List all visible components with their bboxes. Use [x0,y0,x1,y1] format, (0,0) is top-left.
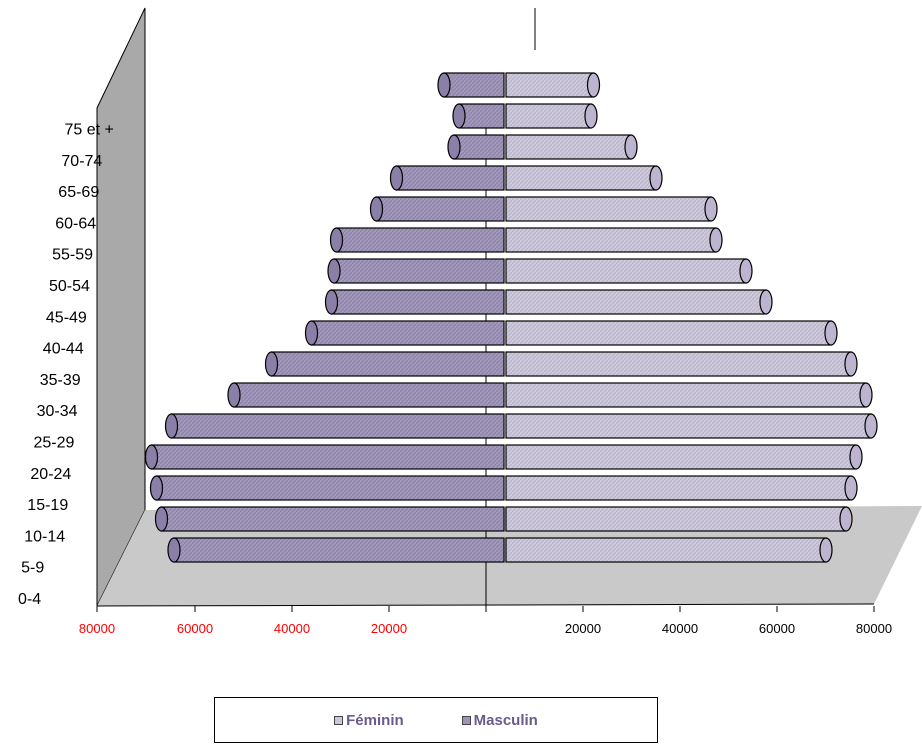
bar-feminin-75-et-+ [505,72,601,98]
bar-masculin-15-19 [144,444,505,470]
bar-feminin-30-34 [505,351,858,377]
bar-feminin-10-14 [505,475,858,501]
x-tick-label-right: 60000 [759,621,795,636]
bar-masculin-20-24 [164,413,505,439]
bar-masculin-5-9 [154,506,505,532]
x-tick-label-left: 80000 [79,621,115,636]
bar-masculin-10-14 [149,475,505,501]
age-label: 45-49 [46,309,87,326]
feminin-bars [505,72,878,563]
bar-feminin-45-49 [505,258,753,284]
masculin-bars [144,72,505,563]
bar-feminin-15-19 [505,444,863,470]
age-label: 60-64 [55,215,96,232]
bar-feminin-40-44 [505,289,773,315]
x-tick-label-left: 40000 [274,621,310,636]
bar-masculin-75-et-+ [437,72,505,98]
bar-masculin-70-74 [452,103,505,129]
age-label: 5-9 [21,560,44,577]
side-wall [96,7,146,607]
x-tick-label-right: 40000 [662,621,698,636]
bar-masculin-25-29 [227,382,505,408]
legend-label-feminin: Féminin [346,711,404,729]
bar-feminin-20-24 [505,413,878,439]
bar-masculin-65-69 [447,134,505,160]
bar-masculin-45-49 [327,258,505,284]
x-tick-label-left: 20000 [371,621,407,636]
age-label: 15-19 [27,497,68,514]
bar-feminin-50-54 [505,227,723,253]
bar-masculin-35-39 [304,320,505,346]
legend-swatch-masculin [461,715,471,725]
age-label: 65-69 [58,184,99,201]
x-tick-label-left: 60000 [177,621,213,636]
age-label: 35-39 [40,372,81,389]
bar-feminin-35-39 [505,320,838,346]
bar-masculin-60-64 [389,165,505,191]
age-label: 0-4 [18,591,41,608]
x-tick-label-right: 20000 [565,621,601,636]
legend-label-masculin: Masculin [473,711,538,729]
legend-item-masculin: Masculin [461,711,538,729]
legend-item-feminin: Féminin [334,712,404,729]
bar-masculin-40-44 [324,289,505,315]
age-label: 40-44 [43,341,84,358]
age-labels: 0-4 5-9 10-14 15-19 20-24 25-29 30-34 35-39 40-4… [18,122,114,609]
bar-feminin-0-4 [505,537,833,563]
bar-feminin-55-59 [505,196,718,222]
bar-masculin-30-34 [264,351,505,377]
bar-masculin-0-4 [167,537,505,563]
age-label: 75 et + [65,122,114,139]
x-tick-label-right: 80000 [856,621,892,636]
bar-feminin-70-74 [505,103,598,129]
bar-masculin-50-54 [329,227,505,253]
age-label: 20-24 [30,466,71,483]
age-label: 70-74 [61,153,102,170]
legend-swatch-feminin [334,715,344,725]
age-label: 10-14 [24,528,65,545]
age-label: 25-29 [34,435,75,452]
bar-feminin-60-64 [505,165,663,191]
x-tick-labels: 80000 60000 40000 20000 20000 40000 60000 80000 [79,621,892,636]
bar-masculin-55-59 [369,196,505,222]
bar-feminin-25-29 [505,382,873,408]
age-label: 55-59 [52,247,93,264]
bar-feminin-5-9 [505,506,853,532]
age-label: 30-34 [37,403,78,420]
legend: Féminin Masculin [214,697,658,743]
age-label: 50-54 [49,278,90,295]
bar-feminin-65-69 [505,134,638,160]
